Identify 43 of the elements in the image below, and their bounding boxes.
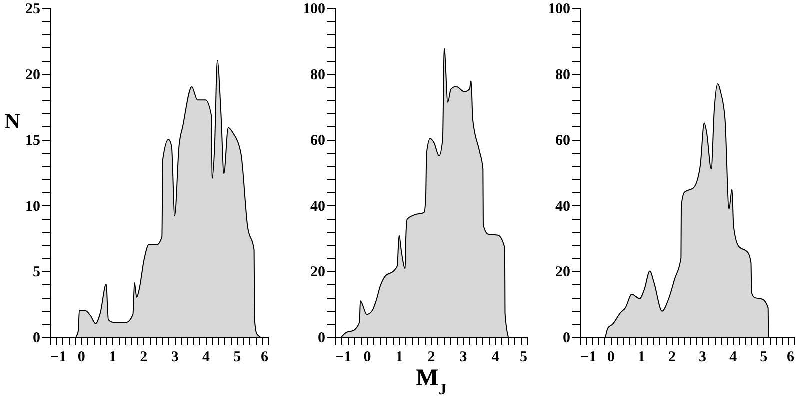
x-tick-label: 4 bbox=[202, 350, 210, 366]
x-tick-label: 2 bbox=[428, 350, 436, 366]
y-tick-label: 100 bbox=[303, 2, 326, 18]
x-tick-label: 6 bbox=[261, 350, 269, 366]
y-tick-label: 100 bbox=[548, 2, 570, 18]
x-tick-label: 3 bbox=[460, 350, 468, 366]
y-tick-label: 80 bbox=[556, 67, 570, 84]
x-tick-label: 6 bbox=[787, 350, 795, 366]
x-tick-label: 5 bbox=[520, 350, 528, 366]
y-tick-label: 60 bbox=[310, 133, 326, 150]
x-tick-label: 0 bbox=[364, 350, 372, 366]
x-tick-label: 5 bbox=[760, 350, 768, 366]
x-tick-label: 3 bbox=[699, 350, 707, 366]
y-tick-label: 40 bbox=[310, 198, 326, 215]
x-tick-label: 1 bbox=[396, 350, 404, 366]
x-tick-label: 4 bbox=[492, 350, 500, 366]
x-tick-label: 1 bbox=[109, 350, 117, 366]
x-axis-title: M$_{J}$ bbox=[416, 366, 447, 398]
y-tick-label: 0 bbox=[563, 330, 570, 346]
x-tick-label: 2 bbox=[140, 350, 148, 366]
y-tick-label: 10 bbox=[26, 198, 40, 215]
y-tick-label: 60 bbox=[556, 133, 570, 150]
y-tick-label: 0 bbox=[318, 330, 326, 346]
y-tick-label: 20 bbox=[26, 67, 40, 84]
y-tick-label: 0 bbox=[33, 330, 40, 346]
y-tick-label: 5 bbox=[33, 264, 40, 281]
y-tick-label: 20 bbox=[310, 264, 326, 281]
x-tick-label: −1 bbox=[50, 350, 67, 366]
x-tick-label: 4 bbox=[730, 350, 738, 366]
y-tick-label: 40 bbox=[556, 198, 570, 215]
y-tick-label: 25 bbox=[26, 2, 40, 18]
x-tick-label: −1 bbox=[580, 350, 597, 366]
x-tick-label: −1 bbox=[336, 350, 352, 366]
y-tick-label: 15 bbox=[26, 133, 40, 150]
y-axis-title: N bbox=[4, 108, 21, 134]
y-tick-label: 80 bbox=[310, 67, 326, 84]
x-tick-label: 3 bbox=[171, 350, 179, 366]
x-tick-label: 0 bbox=[607, 350, 615, 366]
x-tick-label: 2 bbox=[668, 350, 676, 366]
x-tick-label: 5 bbox=[234, 350, 242, 366]
x-tick-label: 0 bbox=[78, 350, 86, 366]
y-tick-label: 20 bbox=[556, 264, 570, 281]
x-tick-label: 1 bbox=[638, 350, 646, 366]
